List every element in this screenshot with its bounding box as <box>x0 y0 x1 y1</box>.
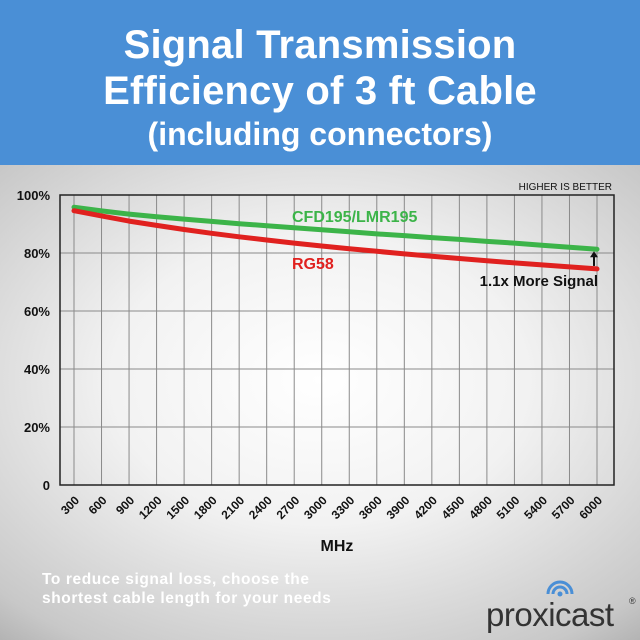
footer-note-line-1: To reduce signal loss, choose the <box>42 571 310 588</box>
title-line-2: Efficiency of 3 ft Cable <box>103 69 537 113</box>
x-tick-label: 2400 <box>246 493 275 522</box>
y-tick-label: 0 <box>43 478 50 493</box>
registered-mark: ® <box>629 596 636 606</box>
x-tick-label: 5100 <box>494 493 523 522</box>
x-tick-label: 6000 <box>576 493 605 522</box>
x-tick-label: 300 <box>58 493 82 517</box>
x-tick-label: 3900 <box>384 493 413 522</box>
x-tick-label: 1800 <box>191 493 220 522</box>
y-tick-label: 100% <box>17 188 51 203</box>
x-tick-label: 5700 <box>549 493 578 522</box>
line-chart: 020%40%60%80%100% 300 600 9001200150018002… <box>17 182 615 555</box>
y-tick-label: 20% <box>24 420 50 435</box>
wifi-signal-icon <box>546 580 574 597</box>
series-line-rg58 <box>71 208 600 272</box>
footer-note-line-2: shortest cable length for your needs <box>42 590 332 607</box>
x-tick-label: 4800 <box>466 493 495 522</box>
comparison-annotation: 1.1x More Signal <box>480 273 598 290</box>
x-tick-label: 1200 <box>136 493 165 522</box>
series-label-cfd195-lmr195: CFD195/LMR195 <box>292 209 417 226</box>
x-tick-label: 900 <box>113 493 137 517</box>
x-tick-label: 600 <box>86 493 110 517</box>
difference-arrow <box>590 251 598 266</box>
brand-logo: proxicast ® <box>486 578 636 638</box>
y-tick-label: 60% <box>24 304 50 319</box>
higher-is-better-note: HIGHER IS BETTER <box>519 182 612 193</box>
x-tick-label: 3300 <box>329 493 358 522</box>
arrow-head <box>590 251 598 258</box>
x-tick-label: 2700 <box>274 493 303 522</box>
x-tick-label: 1500 <box>163 493 192 522</box>
title-line-1: Signal Transmission <box>123 23 517 67</box>
footer-note: To reduce signal loss, choose the shorte… <box>42 570 442 608</box>
x-tick-label: 4500 <box>439 493 468 522</box>
series-line-cfd195-lmr195 <box>71 204 600 252</box>
x-tick-label: 2100 <box>218 493 247 522</box>
subtitle: (including connectors) <box>147 116 493 152</box>
plot-frame <box>59 194 615 486</box>
header-banner: Signal Transmission Efficiency of 3 ft C… <box>0 0 640 165</box>
brand-name: proxicast <box>486 596 614 633</box>
x-tick-label: 3600 <box>356 493 385 522</box>
x-axis-label: MHz <box>321 538 354 555</box>
y-tick-label: 40% <box>24 362 50 377</box>
x-tick-label: 4200 <box>411 493 440 522</box>
y-tick-label: 80% <box>24 246 50 261</box>
x-tick-label: 3000 <box>301 493 330 522</box>
x-tick-label: 5400 <box>521 493 550 522</box>
series-label-rg58: RG58 <box>292 256 334 273</box>
